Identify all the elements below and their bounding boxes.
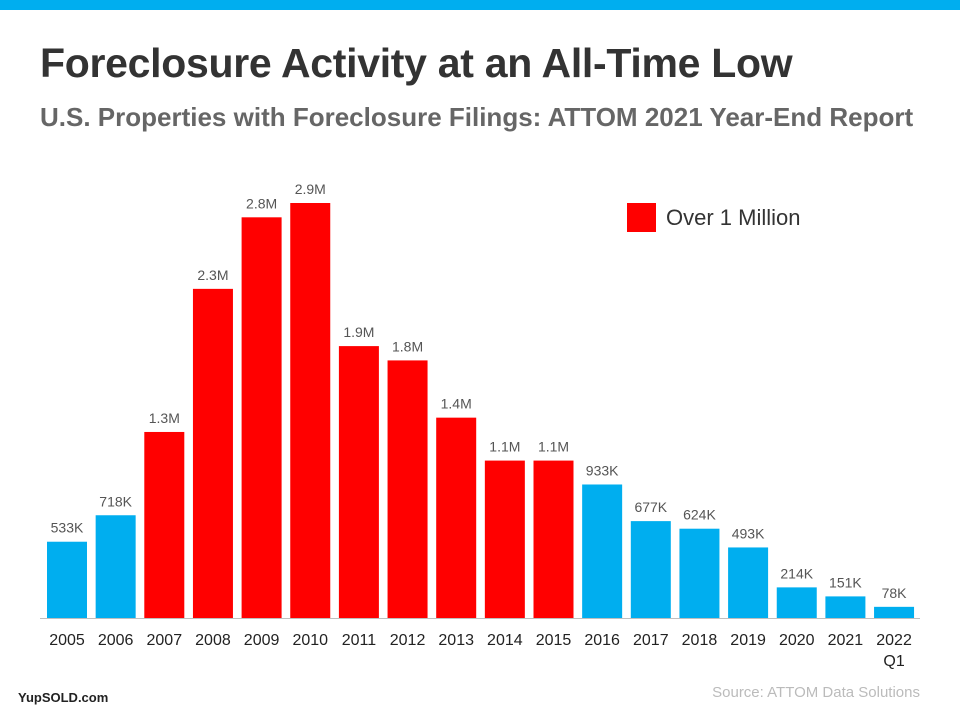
bar-2007 [144, 431, 185, 618]
top-accent-bar [0, 0, 960, 10]
legend-swatch-over-1-million [627, 203, 656, 232]
legend-label: Over 1 Million [666, 204, 801, 230]
bar-2010 [290, 203, 331, 618]
x-tick-label: 2020 [779, 632, 815, 649]
data-label: 2.8M [246, 195, 277, 211]
bar-2022 [874, 606, 915, 618]
bar-2016 [582, 484, 623, 618]
data-label: 533K [51, 520, 84, 536]
data-label: 2.9M [295, 181, 326, 197]
bar-2005 [47, 541, 87, 618]
x-tick-label: 2014 [487, 632, 523, 649]
data-label: 78K [882, 585, 908, 601]
x-tick-label: 2017 [633, 632, 669, 649]
data-label: 1.3M [149, 410, 180, 426]
x-tick-label: 2016 [584, 632, 620, 649]
x-tick-label: 2012 [390, 632, 426, 649]
bar-2018 [679, 528, 720, 618]
source-note: Source: ATTOM Data Solutions [712, 684, 920, 701]
bar-2012 [387, 360, 428, 618]
chart-subtitle: U.S. Properties with Foreclosure Filings… [40, 102, 914, 132]
bar-2008 [192, 288, 233, 618]
data-label: 2.3M [197, 267, 228, 283]
x-tick-label: 2018 [682, 632, 718, 649]
brand-logo-text: YupSOLD.com [18, 690, 109, 705]
x-tick-label: 2019 [730, 632, 766, 649]
bar-2015 [533, 460, 574, 618]
data-label: 1.1M [538, 439, 569, 455]
data-label: 624K [683, 507, 716, 523]
x-tick-label: 2013 [438, 632, 474, 649]
data-label: 677K [634, 499, 667, 515]
data-label: 1.1M [489, 439, 520, 455]
bar-2006 [95, 515, 136, 618]
bar-2019 [728, 547, 769, 618]
x-tick-label: 2022 Q1 [876, 632, 912, 670]
x-tick-label: 2011 [342, 632, 377, 649]
data-label: 1.9M [343, 324, 374, 340]
bar-2013 [436, 417, 477, 618]
bar-2011 [338, 346, 379, 618]
bar-2014 [484, 460, 525, 618]
data-label: 718K [99, 493, 132, 509]
bar-2020 [776, 587, 817, 618]
data-label: 1.8M [392, 338, 423, 354]
x-tick-label: 2021 [828, 632, 864, 649]
data-label: 493K [732, 525, 765, 541]
x-tick-label: 2015 [536, 632, 572, 649]
x-tick-label: 2006 [98, 632, 134, 649]
bar-2017 [630, 521, 671, 618]
x-tick-label: 2005 [49, 632, 85, 649]
x-tick-label: 2007 [147, 632, 183, 649]
x-tick-label: 2009 [244, 632, 280, 649]
bar-2009 [241, 217, 282, 618]
bar-2021 [825, 596, 866, 618]
x-tick-label: 2010 [292, 632, 328, 649]
data-label: 151K [829, 574, 862, 590]
chart-title: Foreclosure Activity at an All-Time Low [40, 40, 793, 86]
x-tick-label: 2008 [195, 632, 231, 649]
data-label: 1.4M [441, 396, 472, 412]
data-label: 933K [586, 462, 619, 478]
chart-legend: Over 1 Million [627, 203, 800, 232]
data-label: 214K [780, 565, 813, 581]
